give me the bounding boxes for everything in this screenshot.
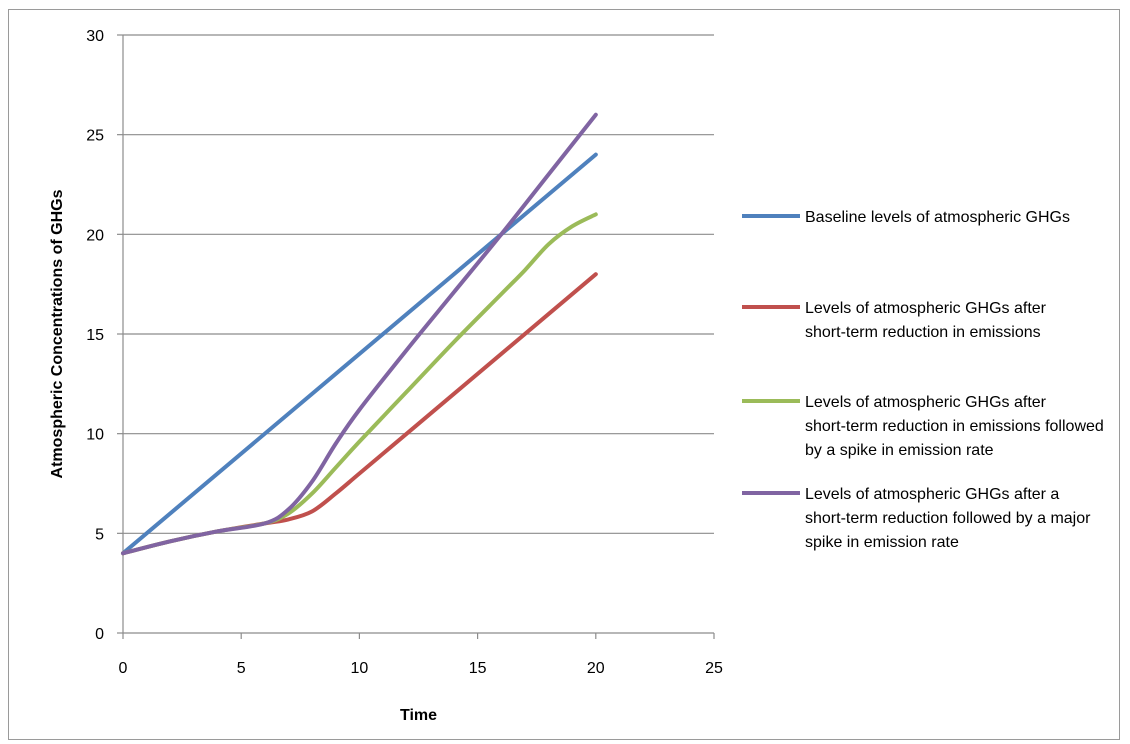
y-tick-label-5: 5 [95, 526, 104, 543]
y-tick-label-30: 30 [86, 28, 104, 45]
y-tick-label-25: 25 [86, 128, 104, 145]
chart-frame [8, 9, 1120, 740]
y-axis-title: Atmospheric Concentrations of GHGs [49, 189, 66, 478]
x-tick-label-10: 10 [351, 660, 369, 677]
legend-entry-2: Levels of atmospheric GHGs after short-te… [805, 300, 1047, 341]
legend-entry-3: Levels of atmospheric GHGs after short-te… [805, 394, 1104, 459]
x-tick-label-15: 15 [469, 660, 487, 677]
x-tick-label-25: 25 [705, 660, 723, 677]
x-axis-title: Time [400, 707, 437, 724]
series-line-3 [121, 212, 598, 556]
y-tick-label-10: 10 [86, 427, 104, 444]
x-tick-label-5: 5 [237, 660, 246, 677]
y-tick-label-0: 0 [95, 626, 104, 643]
legend-entry-1: Baseline levels of atmospheric GHGs [805, 209, 1070, 226]
series-line-2 [121, 272, 598, 556]
series-line-1 [121, 152, 598, 556]
series-line-4 [121, 112, 598, 556]
legend-entry-4: Levels of atmospheric GHGs after a short-… [805, 486, 1091, 551]
y-tick-label-20: 20 [86, 227, 104, 244]
x-tick-label-20: 20 [587, 660, 605, 677]
x-tick-label-0: 0 [119, 660, 128, 677]
y-tick-label-15: 15 [86, 327, 104, 344]
